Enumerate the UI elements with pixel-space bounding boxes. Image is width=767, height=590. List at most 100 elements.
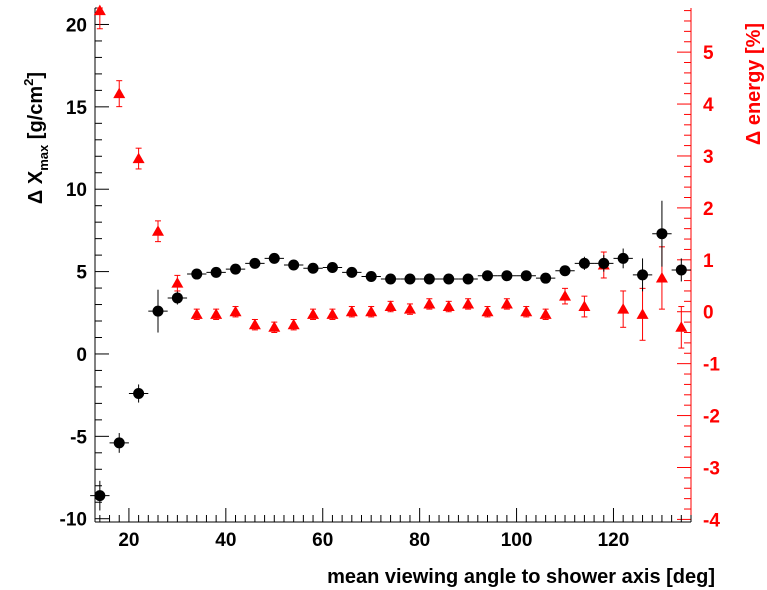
- right-series-point: [675, 306, 688, 349]
- data-marker-circle: [365, 271, 377, 283]
- data-marker-circle: [559, 265, 571, 277]
- left-series-point: [380, 273, 401, 285]
- y-left-tick-label: -5: [70, 427, 87, 448]
- right-series-point: [307, 308, 320, 321]
- data-marker-triangle: [655, 271, 668, 283]
- right-series-point: [500, 297, 513, 310]
- data-marker-circle: [152, 305, 164, 317]
- data-marker-circle: [133, 388, 145, 399]
- data-marker-circle: [443, 273, 455, 285]
- left-series-point: [632, 258, 653, 292]
- data-marker-triangle: [365, 305, 378, 317]
- data-marker-triangle: [229, 305, 242, 317]
- data-marker-circle: [230, 263, 242, 275]
- right-series-point: [578, 295, 591, 318]
- left-series-point: [342, 266, 362, 278]
- data-marker-triangle: [132, 152, 145, 164]
- left-series-point: [167, 291, 188, 305]
- right-series-point: [442, 300, 455, 313]
- y-left-tick-label: 10: [66, 180, 87, 201]
- x-axis-label: mean viewing angle to shower axis [deg]: [327, 566, 715, 588]
- data-marker-circle: [423, 273, 435, 285]
- right-series-point: [384, 300, 397, 313]
- left-series-point: [90, 480, 110, 511]
- left-series-point: [109, 433, 129, 453]
- left-axis: -10 -5 0 5 10 15 20: [60, 7, 109, 531]
- right-series-point: [423, 297, 436, 310]
- left-series-point: [148, 289, 168, 333]
- data-marker-circle: [385, 273, 397, 285]
- left-series-point: [245, 257, 265, 269]
- right-axis: -4 -3 -2 -1 0 1 2 3 4 5: [677, 10, 720, 531]
- data-marker-circle: [191, 268, 203, 280]
- y-right-tick-label: -4: [703, 510, 720, 531]
- data-marker-circle: [171, 292, 183, 304]
- data-marker-circle: [617, 252, 629, 264]
- data-marker-circle: [501, 270, 513, 282]
- right-series-point: [113, 80, 126, 108]
- right-series-point: [93, 4, 106, 30]
- right-series-point: [229, 305, 242, 318]
- data-marker-triangle: [462, 297, 475, 309]
- x-tick-label: 100: [501, 530, 533, 551]
- data-marker-triangle: [442, 300, 455, 312]
- y-right-tick-label: 0: [703, 303, 714, 324]
- data-marker-circle: [94, 490, 106, 502]
- y-right-tick-label: -3: [703, 458, 720, 479]
- x-tick-label: 40: [215, 530, 236, 551]
- left-series-point: [322, 261, 343, 273]
- left-series-point: [516, 270, 536, 282]
- left-series-point: [555, 265, 575, 277]
- left-series-point: [574, 256, 595, 270]
- left-y-label-subscript: max: [36, 144, 51, 171]
- x-tick-label: 20: [118, 530, 139, 551]
- right-series-point: [636, 287, 649, 341]
- data-marker-circle: [481, 270, 493, 282]
- left-series-point: [671, 258, 691, 282]
- y-left-tick-label: 20: [66, 15, 87, 36]
- data-marker-triangle: [481, 305, 494, 317]
- right-series-point: [287, 318, 300, 331]
- left-series-point: [652, 200, 672, 267]
- y-right-tick-label: 5: [703, 43, 714, 64]
- left-y-label-prefix: Δ X: [25, 170, 47, 204]
- y-right-tick-label: -2: [703, 407, 720, 428]
- left-series-point: [283, 259, 304, 271]
- left-series-point: [225, 263, 246, 275]
- data-marker-circle: [268, 252, 280, 264]
- data-marker-triangle: [520, 305, 533, 317]
- data-marker-triangle: [384, 300, 397, 312]
- data-marker-circle: [598, 257, 610, 269]
- y-right-tick-label: 3: [703, 147, 714, 168]
- right-series-point: [248, 318, 261, 331]
- data-marker-triangle: [617, 303, 630, 314]
- data-marker-triangle: [675, 321, 688, 332]
- data-marker-circle: [578, 257, 590, 269]
- left-series-point: [439, 273, 459, 285]
- right-series-point: [365, 305, 378, 318]
- left-y-axis-label: Δ Xmax [g/cm2]: [21, 72, 51, 204]
- data-marker-triangle: [151, 225, 164, 236]
- left-series-point: [613, 248, 633, 269]
- right-y-axis-label: Δ energy [%]: [743, 23, 765, 145]
- left-series-point: [458, 273, 478, 285]
- left-series-point: [128, 384, 149, 403]
- right-series-point: [268, 321, 281, 333]
- data-marker-triangle: [268, 321, 281, 332]
- left-y-label-unit: [g/cm: [25, 86, 47, 145]
- right-series-point: [520, 305, 533, 318]
- y-left-tick-label: 5: [76, 263, 87, 284]
- left-series-point: [594, 255, 614, 272]
- left-series-point: [400, 273, 420, 285]
- y-right-tick-label: 2: [703, 199, 714, 220]
- left-series-point: [497, 270, 517, 282]
- data-marker-triangle: [423, 297, 436, 309]
- data-marker-circle: [656, 228, 668, 240]
- left-series-point: [361, 271, 381, 283]
- data-marker-circle: [404, 273, 416, 285]
- left-series-point: [477, 270, 498, 282]
- y-left-tick-label: 15: [66, 98, 88, 119]
- right-series-point: [210, 308, 223, 321]
- x-tick-label: 80: [409, 530, 430, 551]
- right-series-point: [151, 220, 164, 243]
